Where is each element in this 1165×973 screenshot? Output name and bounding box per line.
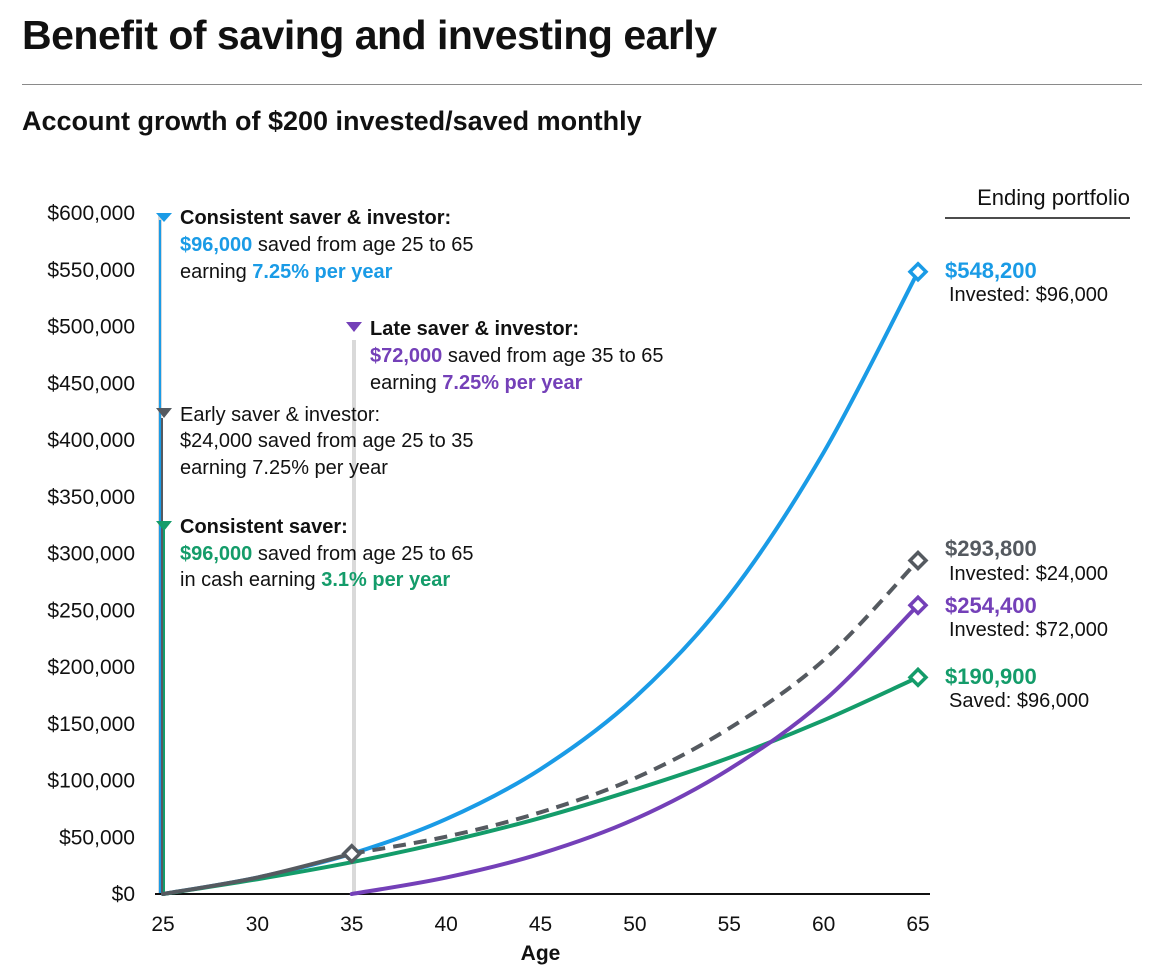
series-line-consistent-saver	[161, 675, 920, 896]
x-tick-label: 40	[434, 913, 457, 936]
series-line-early-saver-investor	[351, 559, 920, 856]
x-axis: 25 30 35 40 45 50 55 60 65 Age	[151, 893, 930, 965]
y-tick-label: $250,000	[47, 599, 135, 622]
series-line-late-saver-investor	[349, 603, 920, 896]
title-divider	[22, 84, 1142, 85]
end-value: $190,900	[945, 664, 1037, 689]
note-marker-purple	[346, 322, 362, 332]
y-tick-label: $100,000	[47, 770, 135, 793]
note-line-2: earning 7.25% per year	[370, 372, 583, 394]
y-axis: $0 $50,000 $100,000 $150,000 $200,000 $250,00…	[47, 202, 135, 906]
ending-portfolio-header: Ending portfolio	[977, 185, 1130, 210]
end-sub: Saved: $96,000	[949, 690, 1089, 712]
note-marker-blue	[156, 213, 172, 222]
x-tick-label: 60	[812, 913, 835, 936]
end-sub: Invested: $96,000	[949, 284, 1108, 306]
note-line-1: $96,000 saved from age 25 to 65	[180, 234, 474, 256]
note-consistent-saver-investor: Consistent saver & investor: $96,000 sav…	[180, 207, 474, 283]
end-point-marker	[907, 666, 929, 688]
note-line-2: in cash earning 3.1% per year	[180, 569, 450, 591]
end-value: $293,800	[945, 536, 1037, 561]
end-label-blue: $548,200 Invested: $96,000	[945, 258, 1108, 306]
end-sub: Invested: $72,000	[949, 619, 1108, 641]
page-title: Benefit of saving and investing early	[22, 12, 717, 58]
note-title: Consistent saver & investor:	[180, 207, 451, 229]
end-label-green: $190,900 Saved: $96,000	[945, 664, 1089, 712]
end-point-marker	[907, 550, 929, 572]
y-tick-label: $550,000	[47, 259, 135, 282]
y-tick-label: $0	[112, 883, 135, 906]
x-tick-label: 45	[529, 913, 552, 936]
y-tick-label: $450,000	[47, 372, 135, 395]
x-axis-title: Age	[521, 942, 561, 965]
y-tick-label: $50,000	[59, 826, 135, 849]
end-label-purple: $254,400 Invested: $72,000	[945, 593, 1108, 641]
note-marker-green	[156, 521, 172, 531]
note-title: Consistent saver:	[180, 516, 348, 538]
y-tick-label: $200,000	[47, 656, 135, 679]
note-line-1: $72,000 saved from age 35 to 65	[370, 345, 664, 367]
x-tick-label: 25	[151, 913, 174, 936]
x-tick-label: 30	[246, 913, 269, 936]
marker-layer	[341, 261, 929, 865]
end-sub: Invested: $24,000	[949, 563, 1108, 585]
y-tick-label: $150,000	[47, 713, 135, 736]
note-consistent-saver: Consistent saver: $96,000 saved from age…	[180, 516, 474, 591]
age-35-marker	[341, 843, 363, 865]
note-title: Late saver & investor:	[370, 318, 579, 340]
chart-subtitle: Account growth of $200 invested/saved mo…	[22, 106, 642, 136]
x-tick-label: 65	[906, 913, 929, 936]
note-late-saver-investor: Late saver & investor: $72,000 saved fro…	[370, 318, 664, 394]
note-line-1: $24,000 saved from age 25 to 35	[180, 430, 474, 452]
end-label-gray: $293,800 Invested: $24,000	[945, 536, 1108, 585]
y-tick-label: $350,000	[47, 486, 135, 509]
y-tick-label: $600,000	[47, 202, 135, 225]
end-value: $548,200	[945, 258, 1037, 283]
y-tick-label: $400,000	[47, 429, 135, 452]
note-title: Early saver & investor:	[180, 404, 380, 426]
note-early-saver-investor: Early saver & investor: $24,000 saved fr…	[180, 404, 474, 479]
note-line-2: earning 7.25% per year	[180, 261, 393, 283]
end-point-marker	[907, 261, 929, 283]
series-line-early-shared	[161, 851, 354, 896]
end-point-marker	[907, 594, 929, 616]
y-tick-label: $300,000	[47, 543, 135, 566]
series-layer	[161, 269, 920, 896]
y-tick-label: $500,000	[47, 316, 135, 339]
note-line-2: earning 7.25% per year	[180, 457, 388, 479]
note-line-1: $96,000 saved from age 25 to 65	[180, 543, 474, 565]
x-tick-label: 50	[623, 913, 646, 936]
note-marker-gray	[156, 408, 172, 418]
x-tick-label: 35	[340, 913, 363, 936]
end-value: $254,400	[945, 593, 1037, 618]
x-tick-label: 55	[718, 913, 741, 936]
